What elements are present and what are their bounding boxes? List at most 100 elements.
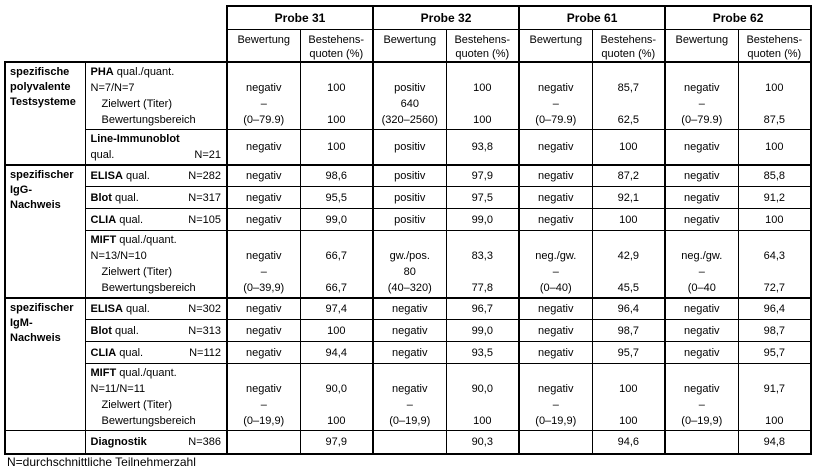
value-cell: negativ – (0–19,9) <box>226 363 301 431</box>
test-n: N=7/N=7 <box>90 81 135 94</box>
value-cell: negativ <box>518 129 593 165</box>
test-name: Blot <box>90 191 112 204</box>
value-cell: 97,9 <box>299 430 374 455</box>
value-cell: negativ <box>518 296 593 320</box>
test-n: N=302 <box>188 302 221 315</box>
subheader-row: Bewertung Bestehens- quoten (%) Bewertun… <box>5 28 813 62</box>
test-n: N=105 <box>188 213 221 226</box>
row-line-immunoblot: Line-Immunoblot qual. N=21 negativ 100 po… <box>5 129 813 165</box>
value-cell: neg./gw. – (0–40 <box>664 230 739 298</box>
row-blot-igg: Blot qual. N=317 negativ 95,5 positiv 97,… <box>5 186 813 209</box>
row-elisa-igg: spezifischer IgG- Nachweis ELISA qual. N=… <box>4 163 813 298</box>
test-name-line: ELISA qual. N=302 <box>91 301 222 317</box>
value-cell: 95,7 <box>591 341 666 364</box>
test-label-clia: CLIA qual. N=105 <box>84 208 228 231</box>
test-qual: qual. <box>122 169 150 182</box>
value-cell: 90,0 100 <box>445 363 520 431</box>
value-cell <box>664 430 739 455</box>
test-name: ELISA <box>90 302 123 315</box>
col-header-quoten: Bestehens- quoten (%) <box>445 28 520 62</box>
row-mift-igg: MIFT qual./quant. N=13/N=10 Zielwert (Ti… <box>5 230 813 298</box>
value-cell: negativ <box>226 186 301 209</box>
value-cell: 100 <box>299 319 374 342</box>
value-cell <box>518 430 593 455</box>
test-n: N=21 <box>194 149 221 161</box>
value-cell: 99,0 <box>445 208 520 231</box>
test-name: ELISA <box>90 169 123 182</box>
value-cell: 100 <box>591 208 666 231</box>
value-cell: 98,7 <box>591 319 666 342</box>
test-name-line: Diagnostik N=386 <box>91 434 222 450</box>
value-cell: negativ <box>518 163 593 187</box>
value-cell: 93,5 <box>445 341 520 364</box>
value-cell: negativ <box>664 341 739 364</box>
value-cell: 100 <box>737 208 813 231</box>
test-label-mift: MIFT qual./quant. N=13/N=10 Zielwert (Ti… <box>84 230 228 298</box>
value-cell: negativ <box>226 163 301 187</box>
test-name-line: Blot qual. N=313 <box>91 323 222 339</box>
test-n: N=112 <box>189 346 221 359</box>
probe-header: Probe 32 <box>372 5 520 30</box>
value-cell: 100 100 <box>591 363 666 431</box>
value-cell: 92,1 <box>591 186 666 209</box>
test-name: PHA <box>90 65 114 78</box>
value-cell: 94,4 <box>299 341 374 364</box>
test-label-elisa: ELISA qual. N=302 <box>84 296 228 320</box>
value-cell: 91,2 <box>737 186 813 209</box>
value-cell: negativ <box>518 319 593 342</box>
value-cell: negativ – (0–19,9) <box>518 363 593 431</box>
probe-header: Probe 62 <box>664 5 813 30</box>
test-label-line-immunoblot: Line-Immunoblot qual. N=21 <box>84 129 228 165</box>
header-spacer <box>5 29 227 62</box>
test-qual: qual. <box>116 346 144 359</box>
value-cell: negativ <box>664 208 739 231</box>
probe-header: Probe 61 <box>518 5 666 30</box>
value-cell: 98,7 <box>737 319 813 342</box>
probe-header: Probe 31 <box>225 5 374 30</box>
test-name: MIFT <box>90 367 117 379</box>
value-cell: negativ <box>372 341 447 364</box>
value-cell <box>372 430 447 455</box>
value-cell: 42,9 45,5 <box>591 230 666 298</box>
value-cell: 100 87,5 <box>737 60 813 130</box>
row-clia-igg: CLIA qual. N=105 negativ 99,0 positiv 99,… <box>5 208 813 231</box>
test-name: CLIA <box>90 213 117 226</box>
value-cell: negativ <box>226 208 301 231</box>
value-cell: 83,3 77,8 <box>445 230 520 298</box>
probe-header-row: Probe 31 Probe 32 Probe 61 Probe 62 <box>5 5 813 30</box>
value-cell: 93,8 <box>445 129 520 165</box>
value-cell: negativ – (0–79.9) <box>664 60 739 130</box>
test-name: Line-Immunoblot <box>90 133 180 145</box>
test-zielwert: Zielwert (Titer) <box>101 97 172 110</box>
header-spacer <box>5 6 227 29</box>
value-cell: 91,7 100 <box>737 363 813 431</box>
value-cell: 95,7 <box>737 341 813 364</box>
test-zielwert: Zielwert (Titer) <box>101 266 172 278</box>
row-elisa-igm: spezifischer IgM- Nachweis ELISA qual. N=… <box>4 296 813 431</box>
value-cell: negativ – (0–19,9) <box>372 363 447 431</box>
value-cell: negativ <box>518 208 593 231</box>
group-label-empty <box>4 430 86 455</box>
footnote: N=durchschnittliche Teilnehmerzahl <box>7 455 196 469</box>
value-cell: positiv <box>372 208 447 231</box>
test-name-line: MIFT qual./quant. <box>91 232 222 248</box>
test-qual: qual. <box>111 191 139 204</box>
value-cell: negativ <box>372 319 447 342</box>
test-n: N=313 <box>188 324 221 337</box>
test-n: N=13/N=10 <box>90 250 147 262</box>
test-label-blot: Blot qual. N=317 <box>84 186 228 209</box>
value-cell: negativ – (0–79.9) <box>226 60 301 130</box>
test-name: Blot <box>90 324 112 337</box>
group-label-igg: spezifischer IgG- Nachweis <box>4 163 86 298</box>
test-name: MIFT <box>90 234 117 246</box>
col-header-bewertung: Bewertung <box>372 28 447 62</box>
value-cell: 100 <box>591 129 666 165</box>
value-cell: 98,6 <box>299 163 374 187</box>
group-label-polyvalente: spezifische polyvalente Testsysteme <box>4 60 86 165</box>
value-cell: 97,5 <box>445 186 520 209</box>
test-bereich: Bewertungsbereich <box>101 415 196 427</box>
test-n: N=386 <box>188 435 221 448</box>
value-cell: 99,0 <box>299 208 374 231</box>
row-blot-igm: Blot qual. N=313 negativ 100 negativ 99,0… <box>5 319 813 342</box>
test-qual: qual. <box>111 324 139 337</box>
